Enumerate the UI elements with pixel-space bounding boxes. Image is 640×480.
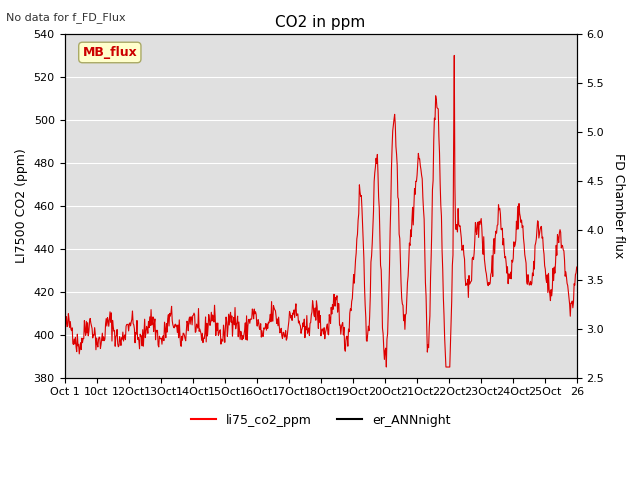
Legend: li75_co2_ppm, er_ANNnight: li75_co2_ppm, er_ANNnight bbox=[186, 408, 455, 432]
Title: CO2 in ppm: CO2 in ppm bbox=[275, 15, 365, 30]
Y-axis label: LI7500 CO2 (ppm): LI7500 CO2 (ppm) bbox=[15, 148, 28, 263]
Text: MB_flux: MB_flux bbox=[83, 46, 137, 59]
Text: No data for f_FD_Flux: No data for f_FD_Flux bbox=[6, 12, 126, 23]
Y-axis label: FD Chamber flux: FD Chamber flux bbox=[612, 153, 625, 259]
